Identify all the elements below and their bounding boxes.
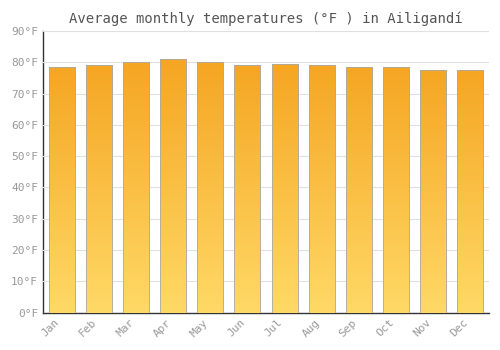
Bar [48,67,74,313]
Bar [123,62,149,313]
Bar [272,64,297,313]
Bar [308,65,334,313]
Bar [197,62,223,313]
Bar [160,59,186,313]
Bar [346,67,372,313]
Bar [86,65,112,313]
Bar [234,65,260,313]
Bar [383,67,409,313]
Bar [458,70,483,313]
Title: Average monthly temperatures (°F ) in Ailigandí: Average monthly temperatures (°F ) in Ai… [69,11,462,26]
Bar [420,70,446,313]
